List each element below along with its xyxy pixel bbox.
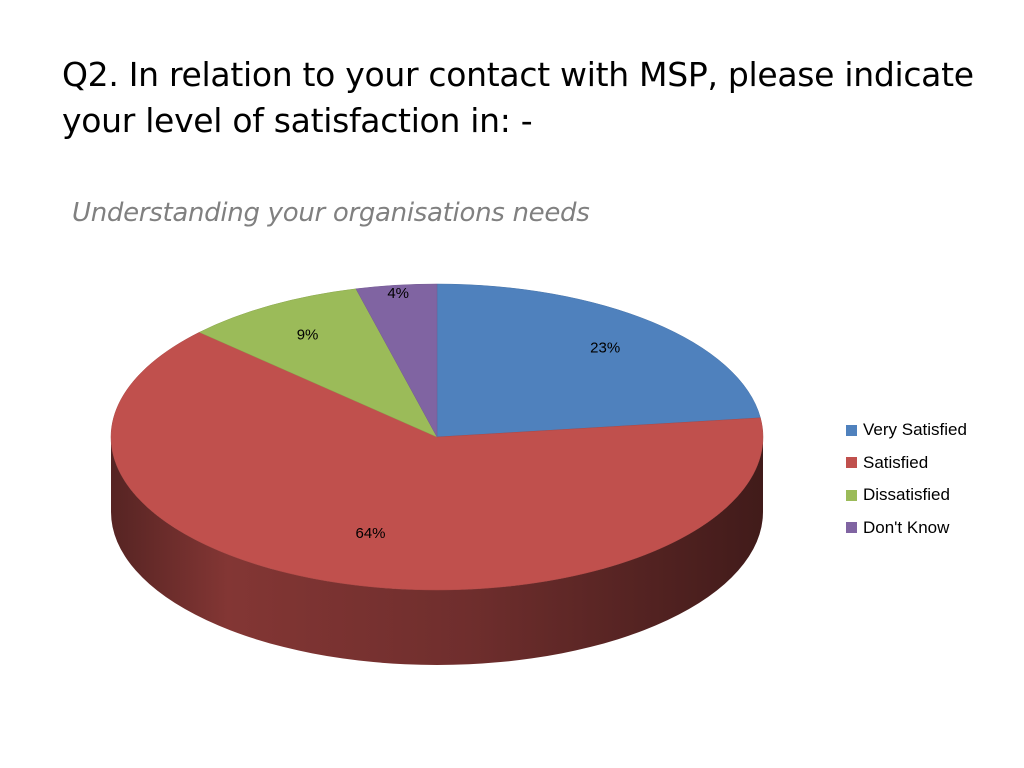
- pie-side-satisfied: [111, 437, 763, 665]
- pie-slice-satisfied: [110, 331, 764, 591]
- data-label-don-t-know: 4%: [387, 285, 409, 302]
- legend-swatch: [846, 457, 857, 469]
- legend-item-very-satisfied: Very Satisfied: [846, 414, 967, 447]
- legend-label: Very Satisfied: [863, 420, 967, 440]
- slide-title-line-1: Q2. In relation to your contact with MSP…: [62, 55, 974, 94]
- legend-label: Dissatisfied: [863, 485, 950, 505]
- pie-slice-very-satisfied: [436, 283, 761, 438]
- data-label-dissatisfied: 9%: [297, 326, 319, 343]
- slide-title: Q2. In relation to your contact with MSP…: [62, 52, 982, 144]
- pie-slice-don-t-know: [355, 283, 438, 438]
- data-label-very-satisfied: 23%: [590, 339, 620, 356]
- slide-title-line-2: your level of satisfaction in: -: [62, 101, 533, 140]
- legend-item-satisfied: Satisfied: [846, 447, 967, 480]
- data-label-satisfied: 64%: [355, 525, 385, 542]
- legend-swatch: [846, 424, 857, 436]
- legend-item-dont-know: Don't Know: [846, 512, 967, 545]
- legend-swatch: [846, 489, 857, 501]
- legend-swatch: [846, 522, 857, 534]
- legend-label: Don't Know: [863, 517, 950, 537]
- chart-title: Understanding your organisations needs: [72, 198, 590, 228]
- pie-slice-dissatisfied: [198, 288, 438, 438]
- legend-label: Satisfied: [863, 452, 929, 472]
- legend-item-dissatisfied: Dissatisfied: [846, 479, 967, 512]
- legend: Very Satisfied Satisfied Dissatisfied Do…: [846, 414, 967, 544]
